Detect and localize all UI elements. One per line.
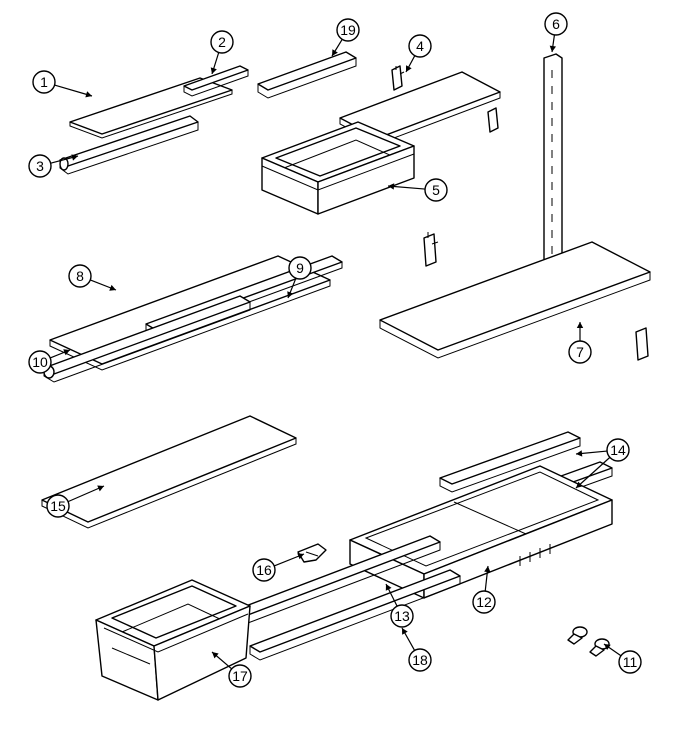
callout-label-11: 11 [623,654,638,670]
callout-label-5: 5 [432,182,440,198]
part-19-trim [258,52,356,98]
callout-label-19: 19 [340,22,356,38]
part-15-shelf [42,416,296,528]
callout-label-16: 16 [256,562,272,578]
part-16-clip [298,544,326,562]
callout-label-9: 9 [296,260,304,276]
callout-label-12: 12 [476,594,492,610]
callout-label-13: 13 [394,608,410,624]
callout-label-14: 14 [610,442,626,458]
part-11-screws [568,627,609,656]
callout-label-10: 10 [32,354,48,370]
part-5-drawer [262,122,414,214]
callout-label-2: 2 [218,34,226,50]
callout-label-8: 8 [76,268,84,284]
callout-label-1: 1 [40,74,48,90]
part-18-rail [250,570,460,660]
callout-label-18: 18 [412,652,428,668]
part-12-tray [350,466,612,598]
callout-label-3: 3 [36,158,44,174]
callout-label-17: 17 [232,668,248,684]
part-7-shelf [380,232,650,360]
callout-label-6: 6 [552,16,560,32]
parts-diagram: 12345678910111213141516171819 [0,0,680,730]
callout-label-15: 15 [50,498,66,514]
part-17-bin [96,580,250,700]
callout-label-7: 7 [576,344,584,360]
callout-label-4: 4 [416,38,424,54]
